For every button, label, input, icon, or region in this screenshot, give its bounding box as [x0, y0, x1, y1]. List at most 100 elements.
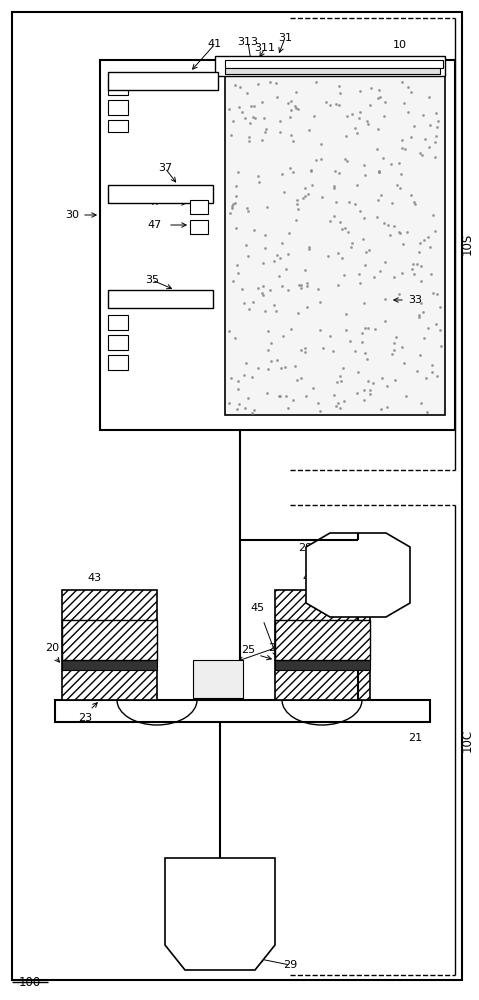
Point	[275, 268, 283, 284]
Text: 10C: 10C	[460, 728, 474, 752]
Point	[324, 248, 332, 264]
Point	[251, 402, 258, 418]
Point	[335, 165, 343, 181]
Point	[430, 207, 437, 223]
Point	[400, 355, 408, 371]
Text: 100: 100	[19, 976, 41, 988]
Point	[407, 187, 414, 203]
Point	[338, 221, 346, 237]
Polygon shape	[165, 858, 275, 970]
Point	[241, 400, 249, 416]
Point	[376, 263, 384, 279]
Point	[258, 132, 265, 148]
Point	[303, 278, 311, 294]
Point	[354, 364, 362, 380]
Bar	[55, 700, 430, 722]
Point	[259, 255, 267, 271]
Point	[417, 258, 425, 274]
Point	[336, 85, 343, 101]
Point	[263, 385, 271, 401]
Point	[392, 329, 399, 345]
Point	[348, 235, 356, 251]
Point	[292, 100, 300, 116]
Point	[381, 313, 388, 329]
Point	[276, 250, 284, 266]
Point	[341, 267, 348, 283]
Point	[432, 134, 439, 150]
Bar	[108, 120, 128, 132]
Point	[225, 101, 233, 117]
Point	[407, 129, 415, 145]
Point	[411, 266, 418, 282]
Point	[366, 97, 374, 113]
Point	[396, 225, 403, 241]
Point	[388, 346, 396, 362]
Point	[395, 224, 403, 240]
Point	[283, 388, 290, 404]
Point	[291, 358, 299, 374]
Point	[258, 285, 265, 301]
Point	[420, 330, 427, 346]
Point	[303, 299, 310, 315]
Point	[363, 351, 371, 367]
Point	[361, 320, 369, 336]
Point	[238, 281, 246, 297]
Point	[281, 359, 289, 375]
Point	[402, 388, 410, 404]
Point	[356, 275, 364, 291]
Bar	[215, 56, 445, 76]
Point	[244, 85, 251, 101]
Point	[297, 280, 305, 296]
Point	[234, 381, 242, 397]
Point	[280, 328, 287, 344]
Point	[383, 399, 390, 415]
Point	[330, 180, 338, 196]
Point	[399, 140, 406, 156]
Point	[249, 294, 257, 310]
Text: 35: 35	[145, 275, 159, 285]
Point	[360, 382, 368, 398]
Point	[245, 129, 253, 145]
Point	[229, 273, 237, 289]
Bar	[62, 620, 157, 660]
Point	[401, 141, 409, 157]
Point	[361, 167, 368, 183]
Point	[317, 136, 325, 152]
Point	[296, 277, 303, 293]
Point	[335, 78, 342, 94]
Text: 43: 43	[303, 573, 317, 583]
Bar	[108, 315, 128, 330]
Point	[337, 373, 345, 389]
Point	[275, 388, 283, 404]
Point	[232, 220, 240, 236]
Point	[351, 196, 359, 212]
Point	[291, 98, 299, 114]
Point	[358, 325, 366, 341]
Point	[259, 287, 266, 303]
Point	[422, 370, 430, 386]
Point	[377, 187, 385, 203]
Point	[254, 168, 262, 184]
Bar	[100, 60, 455, 430]
Point	[336, 368, 344, 384]
Text: 21: 21	[408, 733, 422, 743]
Point	[342, 322, 349, 338]
Point	[365, 242, 373, 258]
Point	[285, 225, 293, 241]
Point	[434, 113, 442, 129]
Point	[262, 121, 270, 137]
Point	[247, 98, 255, 114]
Text: 313: 313	[238, 37, 259, 47]
Point	[354, 385, 361, 401]
Point	[433, 286, 440, 302]
Point	[380, 215, 388, 231]
Point	[353, 125, 361, 141]
Point	[437, 338, 445, 354]
Point	[432, 316, 439, 332]
Point	[331, 163, 339, 179]
Point	[413, 256, 421, 272]
Point	[314, 281, 321, 297]
Point	[274, 89, 281, 105]
Point	[301, 340, 309, 356]
Point	[431, 223, 439, 239]
